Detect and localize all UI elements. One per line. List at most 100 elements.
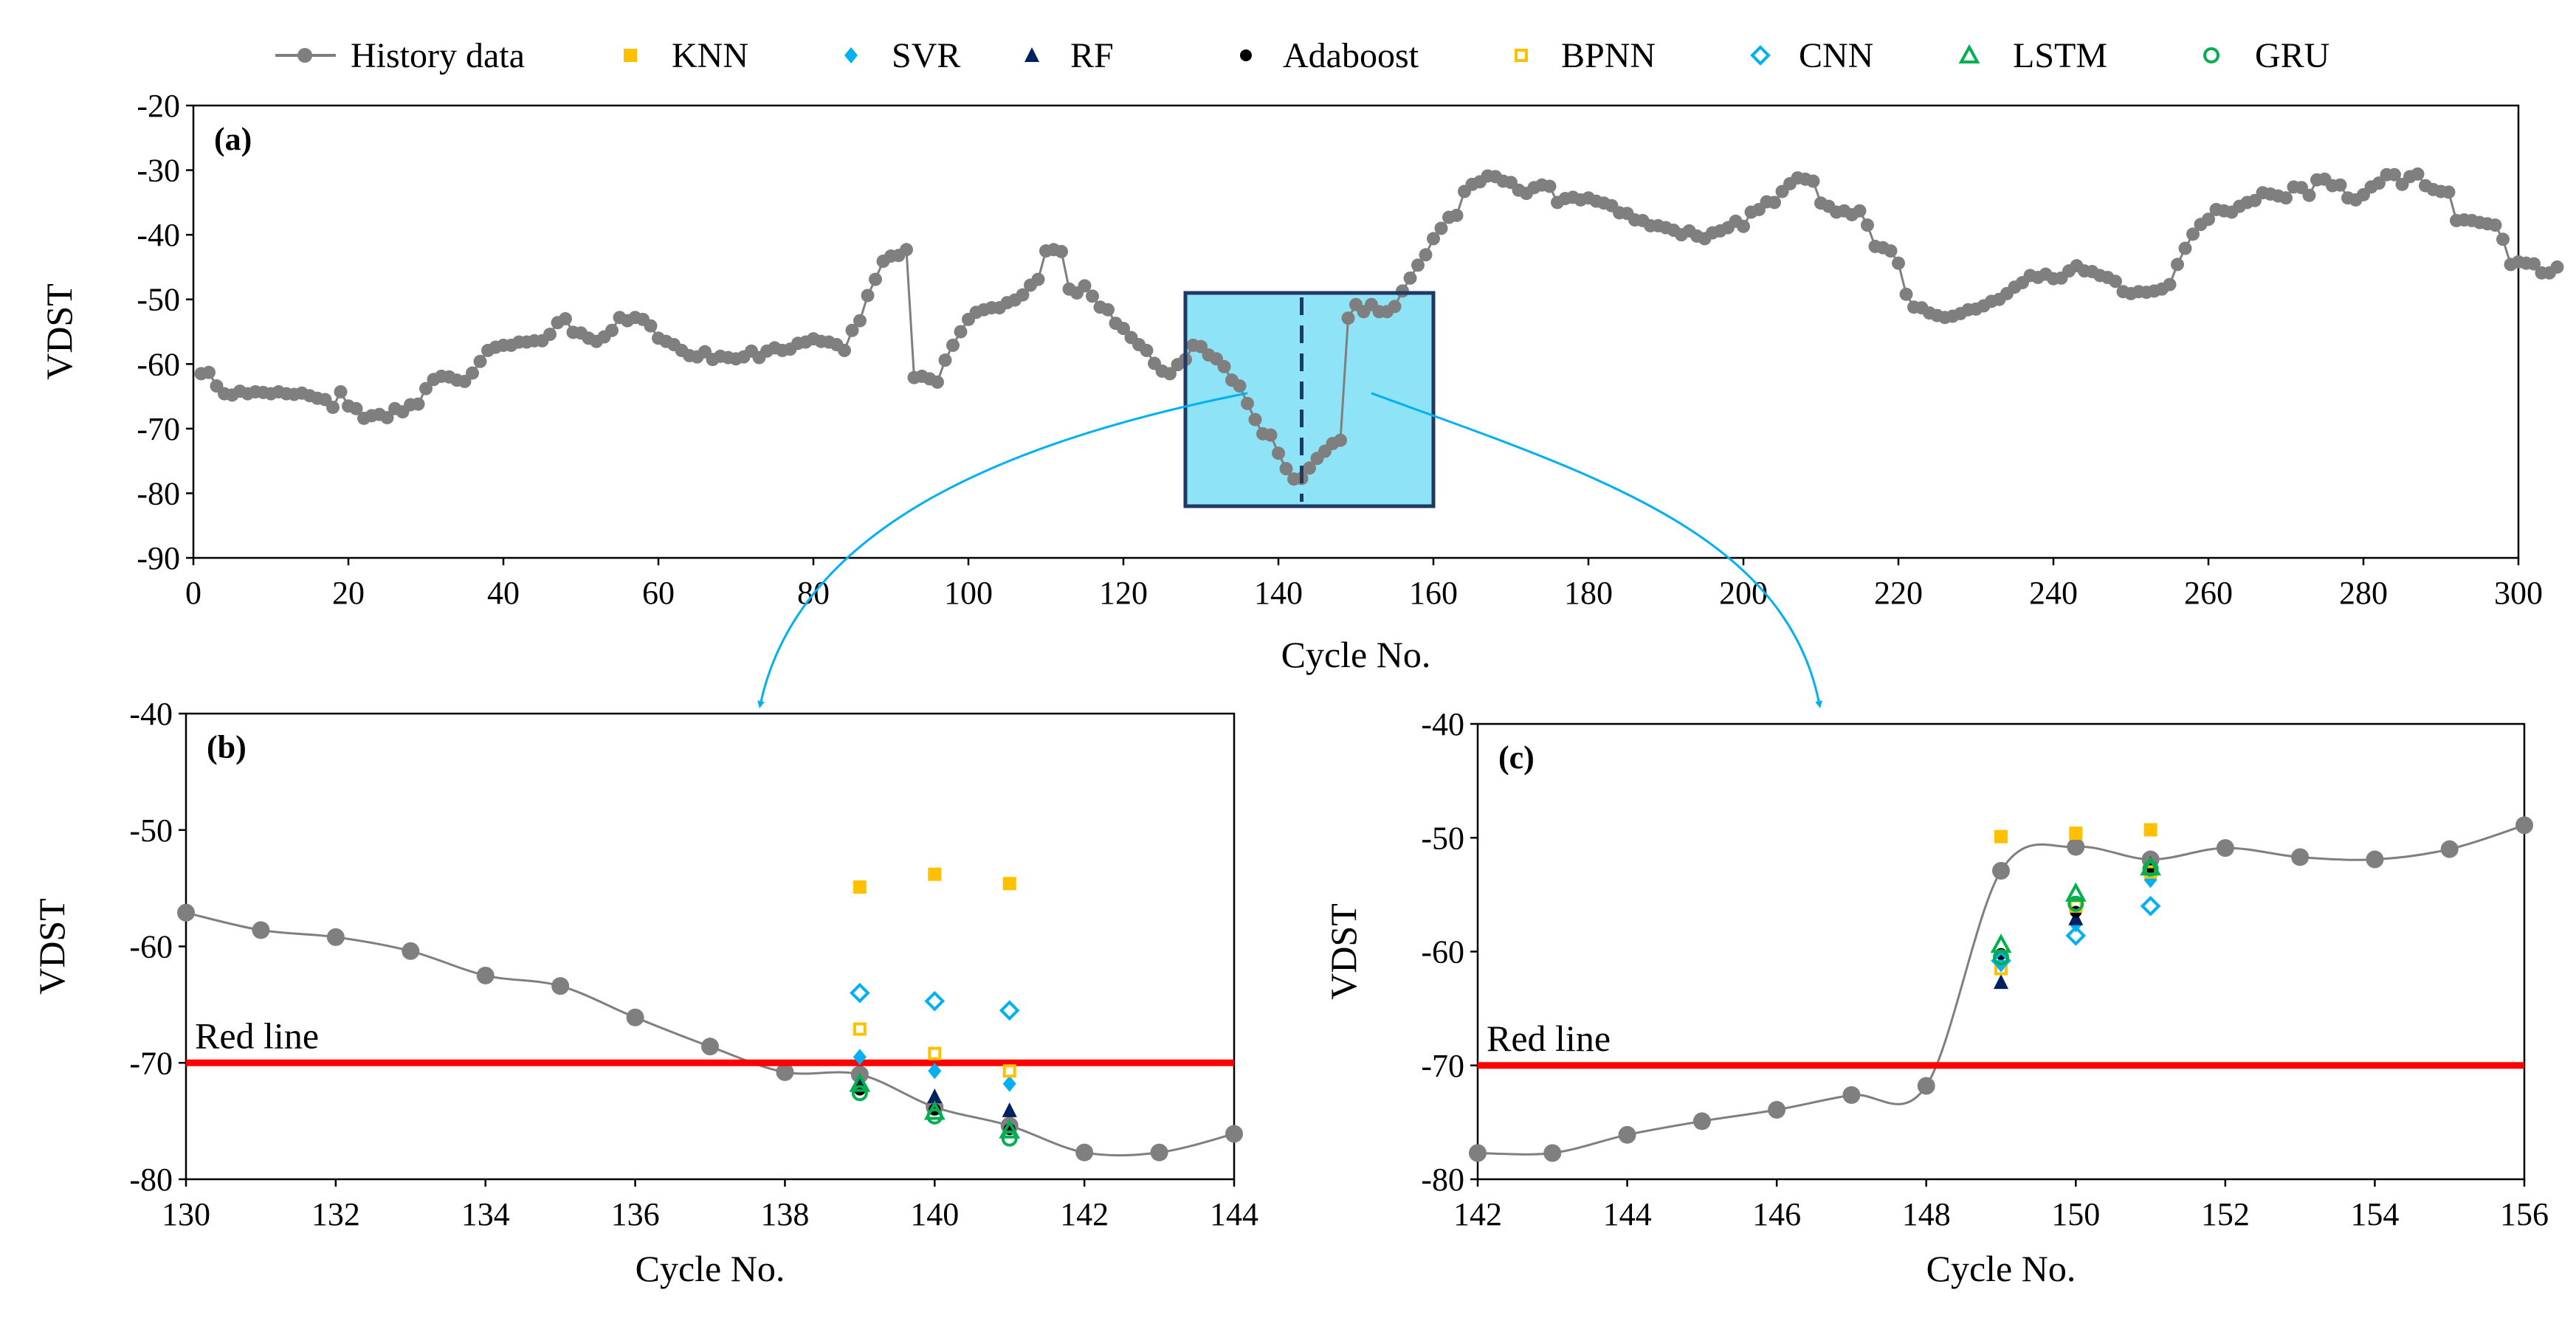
x-tick-label: 146: [1752, 1196, 1801, 1232]
legend-marker: [1750, 45, 1771, 66]
x-tick-label: 180: [1564, 575, 1613, 611]
history-data-point: [1411, 258, 1425, 272]
y-tick-label: -20: [137, 88, 180, 124]
history-data-point: [543, 328, 557, 342]
lstm-point: [2064, 882, 2087, 902]
red-line-label: Red line: [1487, 1018, 1611, 1059]
gru-point: [2142, 860, 2159, 877]
history-data-point: [252, 921, 270, 939]
history-data-point: [326, 928, 345, 946]
history-data-point: [1403, 271, 1417, 285]
history-data-point: [900, 243, 913, 257]
history-data-point: [2515, 816, 2533, 835]
history-data-point: [402, 942, 420, 960]
zoom-highlight-border: [1183, 291, 1436, 508]
x-axis-label: Cycle No.: [1281, 634, 1431, 675]
history-data-line: [185, 911, 1235, 1157]
history-data-point: [776, 1063, 794, 1081]
x-tick-label: 300: [2494, 575, 2543, 611]
history-data-point: [1117, 322, 1130, 336]
history-data-point: [946, 338, 960, 352]
history-data-point: [869, 272, 882, 286]
history-data-point: [1469, 1144, 1487, 1162]
svr-point: [1002, 1075, 1016, 1092]
history-data-point: [701, 1038, 719, 1056]
x-tick-label: 150: [2051, 1196, 2100, 1232]
history-data-point: [411, 397, 425, 411]
x-tick-label: 160: [1409, 575, 1458, 611]
history-data-point: [1264, 428, 1278, 442]
series-bpnn: [853, 1022, 1016, 1078]
y-tick-label: -50: [137, 282, 180, 318]
bpnn-point: [853, 1022, 867, 1036]
x-tick-label: 130: [162, 1196, 210, 1232]
history-data-point: [2216, 839, 2234, 857]
history-data-point: [1768, 1100, 1786, 1119]
history-data-point: [1163, 367, 1177, 381]
x-tick-label: 138: [760, 1196, 809, 1232]
bpnn-point: [928, 1046, 942, 1060]
y-tick-label: -30: [137, 153, 180, 189]
bpnn-point: [1002, 1064, 1016, 1078]
legend-label: History data: [351, 36, 525, 75]
history-data-point: [626, 1008, 644, 1026]
panel-label: (c): [1498, 739, 1535, 776]
history-data-point: [644, 319, 658, 333]
history-data-point: [334, 384, 348, 398]
history-data-point: [1543, 179, 1557, 193]
history-data-point: [1334, 433, 1347, 447]
cnn-point: [2065, 925, 2087, 946]
history-data-point: [2109, 275, 2122, 289]
knn-point: [1002, 877, 1016, 891]
history-data-point: [419, 382, 433, 396]
x-tick-label: 142: [1060, 1196, 1109, 1232]
history-data-point: [605, 323, 619, 337]
history-data-point: [1217, 359, 1231, 373]
rf-point: [1002, 1102, 1017, 1117]
x-tick-label: 152: [2201, 1196, 2250, 1232]
history-data-point: [2411, 167, 2425, 181]
x-tick-label: 148: [1902, 1196, 1951, 1232]
x-tick-label: 220: [1874, 575, 1923, 611]
y-axis-label: VDST: [38, 283, 80, 380]
history-data-point: [1419, 248, 1433, 262]
legend-item-knn: KNN: [624, 36, 748, 75]
legend-item-rf: RF: [1024, 36, 1114, 75]
history-data-point: [1225, 1125, 1243, 1143]
x-tick-label: 240: [2029, 575, 2078, 611]
legend-item-gru: GRU: [2203, 36, 2329, 75]
history-data-point: [1140, 343, 1154, 357]
history-data-point: [1031, 272, 1045, 286]
x-tick-label: 20: [332, 575, 365, 611]
legend-item-bpnn: BPNN: [1515, 36, 1656, 75]
history-data-point: [2171, 258, 2184, 272]
history-data-point: [1388, 300, 1402, 314]
series-rf: [1994, 855, 2158, 990]
history-data-point: [1737, 219, 1750, 233]
y-tick-label: -70: [137, 411, 180, 447]
y-axis-label: VDST: [1323, 903, 1364, 1000]
history-data-point: [2366, 850, 2384, 869]
history-data-point: [2333, 178, 2347, 192]
series-knn: [1994, 823, 2157, 843]
x-tick-label: 60: [642, 575, 675, 611]
history-data-point: [1853, 204, 1867, 218]
y-tick-label: -70: [129, 1045, 173, 1081]
knn-point: [2069, 827, 2083, 841]
x-axis-label: Cycle No.: [636, 1248, 785, 1289]
legend-item-adaboost: Adaboost: [1240, 36, 1419, 75]
y-tick-label: -50: [129, 812, 173, 849]
panel-label: (b): [207, 729, 247, 765]
history-data-point: [476, 966, 495, 984]
history-data-point: [177, 903, 195, 922]
history-data-point: [2067, 838, 2085, 856]
legend: History data KNN SVR RF Adaboost BPNN CNN LSTM G…: [275, 36, 2329, 75]
panel-b: 130 132 134 136 138 140 142 144 -80 -70 -60 -50 -40 C…: [31, 696, 1258, 1289]
history-data-point: [1899, 287, 1913, 301]
history-data-line: [1477, 824, 2525, 1156]
history-data-point: [2178, 241, 2192, 255]
legend-item-cnn: CNN: [1750, 36, 1873, 75]
series-lstm: [849, 1072, 1021, 1139]
legend-marker: [844, 47, 858, 63]
